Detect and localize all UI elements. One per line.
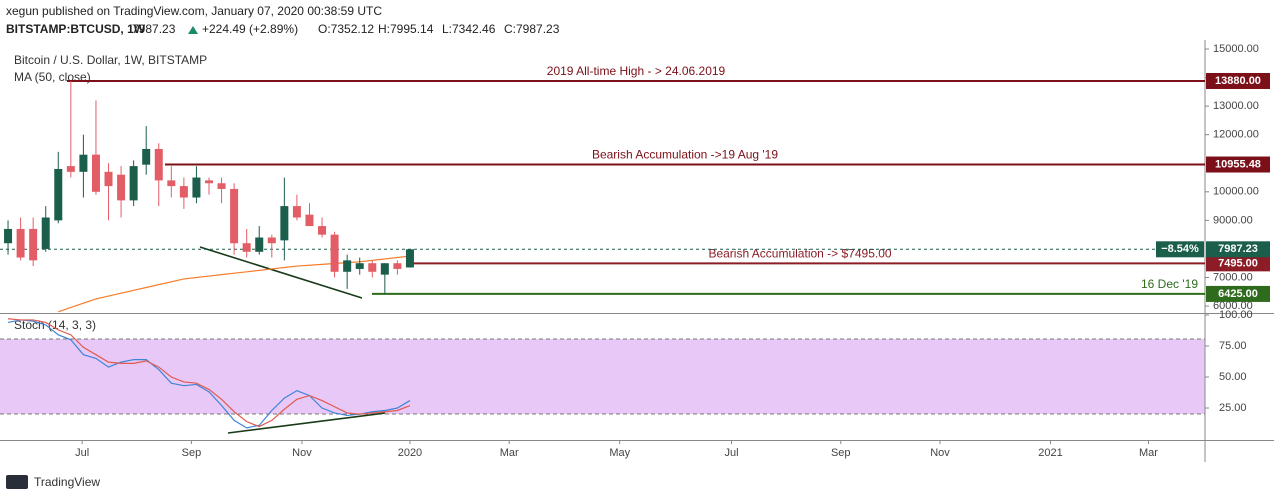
brand-logo: [6, 475, 28, 489]
level-price-label: 6425.00: [1218, 288, 1258, 300]
stoch-trend-line: [227, 412, 386, 434]
candle-body: [16, 228, 25, 258]
candle-body: [66, 166, 75, 172]
level-price-label: 10955.48: [1215, 158, 1261, 170]
ohlc-low: L:7342.46: [442, 22, 496, 36]
candle-body: [393, 263, 402, 269]
last-price-change: −8.54%: [1161, 243, 1199, 255]
candle-body: [129, 166, 138, 201]
y-tick-label: 6000.00: [1213, 300, 1253, 312]
candle-body: [318, 226, 327, 235]
candle-body: [204, 180, 213, 184]
candle-body: [267, 237, 276, 244]
candle-body: [154, 148, 163, 181]
level-price-box: [1206, 156, 1270, 173]
stoch-y-tick-label: 75.00: [1219, 340, 1247, 352]
level-annotation: Bearish Accumulation -> $7495.00: [708, 247, 891, 261]
stoch-y-tick-label: 50.00: [1219, 371, 1247, 383]
ohlc-open: O:7352.12: [318, 22, 374, 36]
candle-body: [91, 154, 100, 192]
y-tick-label: 15000.00: [1213, 43, 1259, 55]
candle-body: [255, 237, 264, 252]
stoch-y-tick-label: 25.00: [1219, 402, 1247, 414]
last-price-change-box: [1156, 241, 1204, 258]
candle-body: [4, 228, 13, 244]
header-price: 7987.23: [132, 22, 176, 36]
ma-line: [58, 255, 411, 313]
candle-body: [142, 148, 151, 165]
candle-body: [368, 263, 377, 272]
ohlc-high: H:7995.14: [378, 22, 434, 36]
symbol: BITSTAMP:BTCUSD, 1W: [6, 22, 146, 36]
chart-title: Bitcoin / U.S. Dollar, 1W, BITSTAMP: [14, 53, 207, 67]
candle-body: [104, 171, 113, 187]
x-tick-label: Nov: [930, 447, 950, 459]
candle-body: [54, 168, 63, 221]
x-tick-label: Sep: [831, 447, 851, 459]
candle-body: [217, 183, 226, 189]
y-tick-label: 9000.00: [1213, 214, 1253, 226]
candle-body: [405, 249, 414, 268]
level-price-box: [1206, 72, 1270, 89]
trend-line: [199, 246, 363, 299]
candle-body: [380, 263, 389, 275]
level-annotation: 16 Dec '19: [1141, 277, 1198, 291]
candle-body: [230, 188, 239, 244]
candle-body: [29, 228, 38, 261]
candle-body: [355, 263, 364, 269]
level-price-label: 7495.00: [1218, 257, 1258, 269]
up-arrow: [188, 26, 198, 34]
candle-body: [343, 260, 352, 272]
y-tick-label: 12000.00: [1213, 129, 1259, 141]
header-change: +224.49 (+2.89%): [202, 22, 298, 36]
x-tick-label: 2021: [1038, 447, 1062, 459]
ma-label: MA (50, close): [14, 70, 91, 84]
level-annotation: 2019 All-time High - > 24.06.2019: [547, 64, 726, 78]
candle-body: [305, 214, 314, 227]
candle-body: [280, 206, 289, 241]
candle-body: [179, 186, 188, 198]
x-tick-label: Jul: [724, 447, 738, 459]
y-tick-label: 10000.00: [1213, 186, 1259, 198]
x-tick-label: Sep: [182, 447, 202, 459]
candle-body: [330, 234, 339, 272]
brand: TradingView: [34, 475, 100, 489]
candle-body: [117, 174, 126, 201]
candle-body: [79, 154, 88, 172]
candle-body: [167, 180, 176, 187]
y-tick-label: 7000.00: [1213, 271, 1253, 283]
stoch-y-tick-label: 100.00: [1219, 309, 1253, 321]
candle-body: [242, 243, 251, 252]
stoch-line: [7, 318, 411, 428]
x-tick-label: May: [609, 447, 630, 459]
level-price-box: [1206, 285, 1270, 302]
candle-body: [41, 217, 50, 249]
y-tick-label: 13000.00: [1213, 100, 1259, 112]
stoch-band: [0, 339, 1205, 414]
x-tick-label: Mar: [1139, 447, 1158, 459]
last-price-box: [1206, 241, 1270, 258]
level-annotation: Bearish Accumulation ->19 Aug '19: [592, 148, 778, 162]
x-tick-label: Nov: [292, 447, 312, 459]
publisher: xegun published on TradingView.com, Janu…: [6, 4, 382, 18]
candle-body: [292, 206, 301, 218]
stoch-line: [7, 319, 411, 429]
candle-body: [192, 177, 201, 198]
x-tick-label: Jul: [75, 447, 89, 459]
x-tick-label: 2020: [398, 447, 422, 459]
x-tick-label: Mar: [500, 447, 519, 459]
level-price-label: 13880.00: [1215, 75, 1261, 87]
last-price-label: 7987.23: [1218, 243, 1258, 255]
level-price-box: [1206, 255, 1270, 272]
ohlc-close: C:7987.23: [504, 22, 560, 36]
